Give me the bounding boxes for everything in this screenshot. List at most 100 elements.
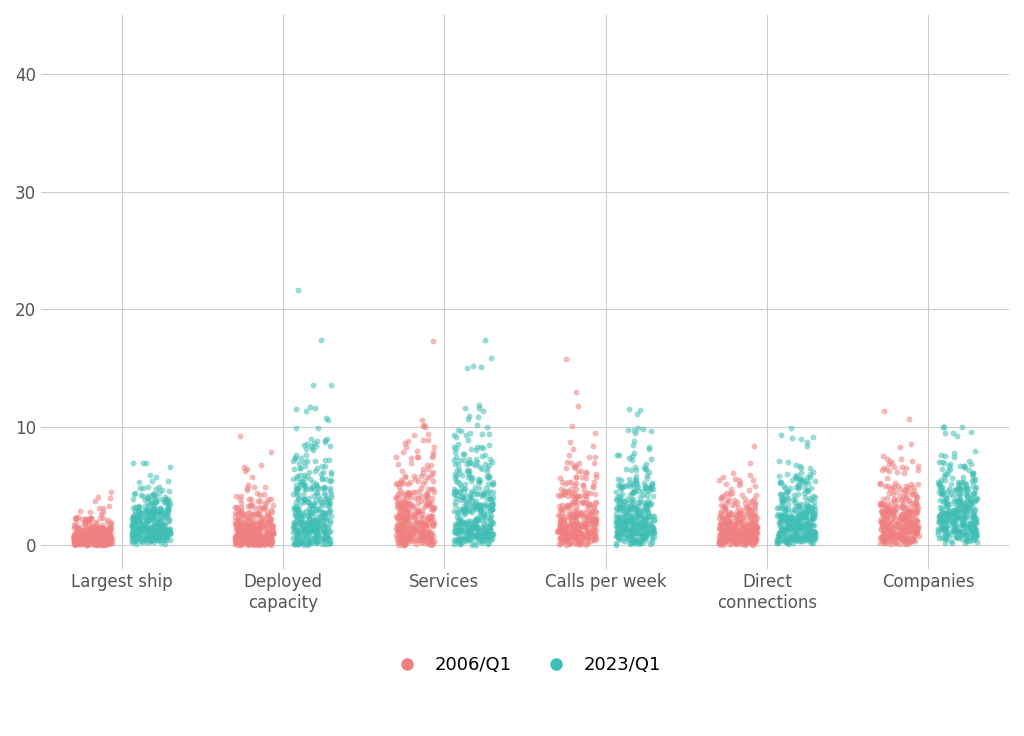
Point (161, 495, 177, 507)
Point (152, 534, 168, 545)
Point (621, 516, 637, 528)
Point (967, 445, 983, 457)
Point (890, 530, 906, 542)
Point (559, 456, 575, 467)
Point (315, 466, 332, 478)
Point (307, 514, 324, 526)
Point (94, 523, 111, 535)
Point (311, 503, 328, 514)
Point (787, 481, 804, 492)
Point (258, 522, 274, 534)
Point (403, 523, 420, 534)
Point (129, 523, 145, 535)
Point (940, 519, 956, 531)
Point (792, 522, 808, 534)
Point (85, 531, 101, 542)
Point (873, 498, 890, 509)
Point (129, 515, 145, 527)
Point (420, 512, 436, 524)
Point (128, 534, 144, 545)
Point (260, 514, 276, 526)
Point (585, 505, 601, 517)
Point (637, 509, 653, 521)
Point (148, 528, 165, 539)
Point (609, 520, 626, 532)
Point (777, 522, 794, 534)
Point (233, 532, 250, 544)
Point (73, 530, 89, 542)
Point (250, 526, 266, 538)
Point (955, 512, 972, 524)
Point (232, 530, 249, 542)
Point (463, 532, 479, 544)
Point (728, 538, 744, 550)
Point (291, 522, 307, 534)
Point (955, 498, 972, 509)
Point (565, 531, 582, 543)
Point (894, 531, 910, 543)
Point (740, 536, 757, 548)
Point (290, 538, 306, 550)
Point (319, 496, 336, 508)
Point (905, 531, 922, 542)
Point (746, 498, 763, 510)
Point (587, 528, 603, 540)
Point (745, 525, 762, 537)
Point (453, 481, 469, 493)
Point (934, 521, 950, 533)
Point (451, 476, 467, 488)
Point (712, 537, 728, 549)
Point (621, 522, 637, 534)
Point (471, 531, 487, 543)
Point (152, 487, 168, 499)
Point (303, 481, 319, 493)
Point (474, 490, 490, 502)
Point (788, 510, 805, 522)
Point (396, 529, 413, 541)
Point (583, 517, 599, 529)
Point (726, 494, 742, 506)
Point (389, 489, 406, 500)
Point (720, 524, 736, 536)
Point (805, 520, 821, 531)
Point (146, 523, 163, 535)
Point (480, 537, 497, 549)
Point (564, 528, 581, 539)
Point (568, 517, 585, 529)
Point (961, 502, 977, 514)
Point (742, 513, 759, 525)
Point (401, 520, 418, 531)
Point (615, 517, 632, 529)
Point (634, 530, 650, 542)
Point (422, 510, 438, 522)
Point (303, 433, 319, 445)
Point (941, 504, 957, 516)
Point (446, 468, 463, 480)
Point (628, 475, 644, 487)
Point (78, 529, 94, 541)
Point (746, 521, 763, 533)
Point (483, 495, 500, 506)
Point (626, 486, 642, 498)
Point (230, 524, 247, 536)
Point (953, 507, 970, 519)
Point (963, 505, 979, 517)
Point (897, 534, 913, 545)
Point (628, 470, 644, 481)
Point (135, 519, 152, 531)
Point (312, 496, 329, 508)
Point (88, 521, 104, 533)
Point (418, 499, 434, 511)
Point (799, 484, 815, 496)
Point (84, 534, 100, 546)
Point (582, 530, 598, 542)
Point (227, 524, 244, 536)
Point (144, 489, 161, 501)
Point (239, 534, 255, 545)
Point (879, 503, 895, 514)
Point (629, 508, 645, 520)
Point (908, 498, 925, 510)
Point (460, 434, 476, 446)
Point (556, 528, 572, 540)
Point (138, 506, 155, 517)
